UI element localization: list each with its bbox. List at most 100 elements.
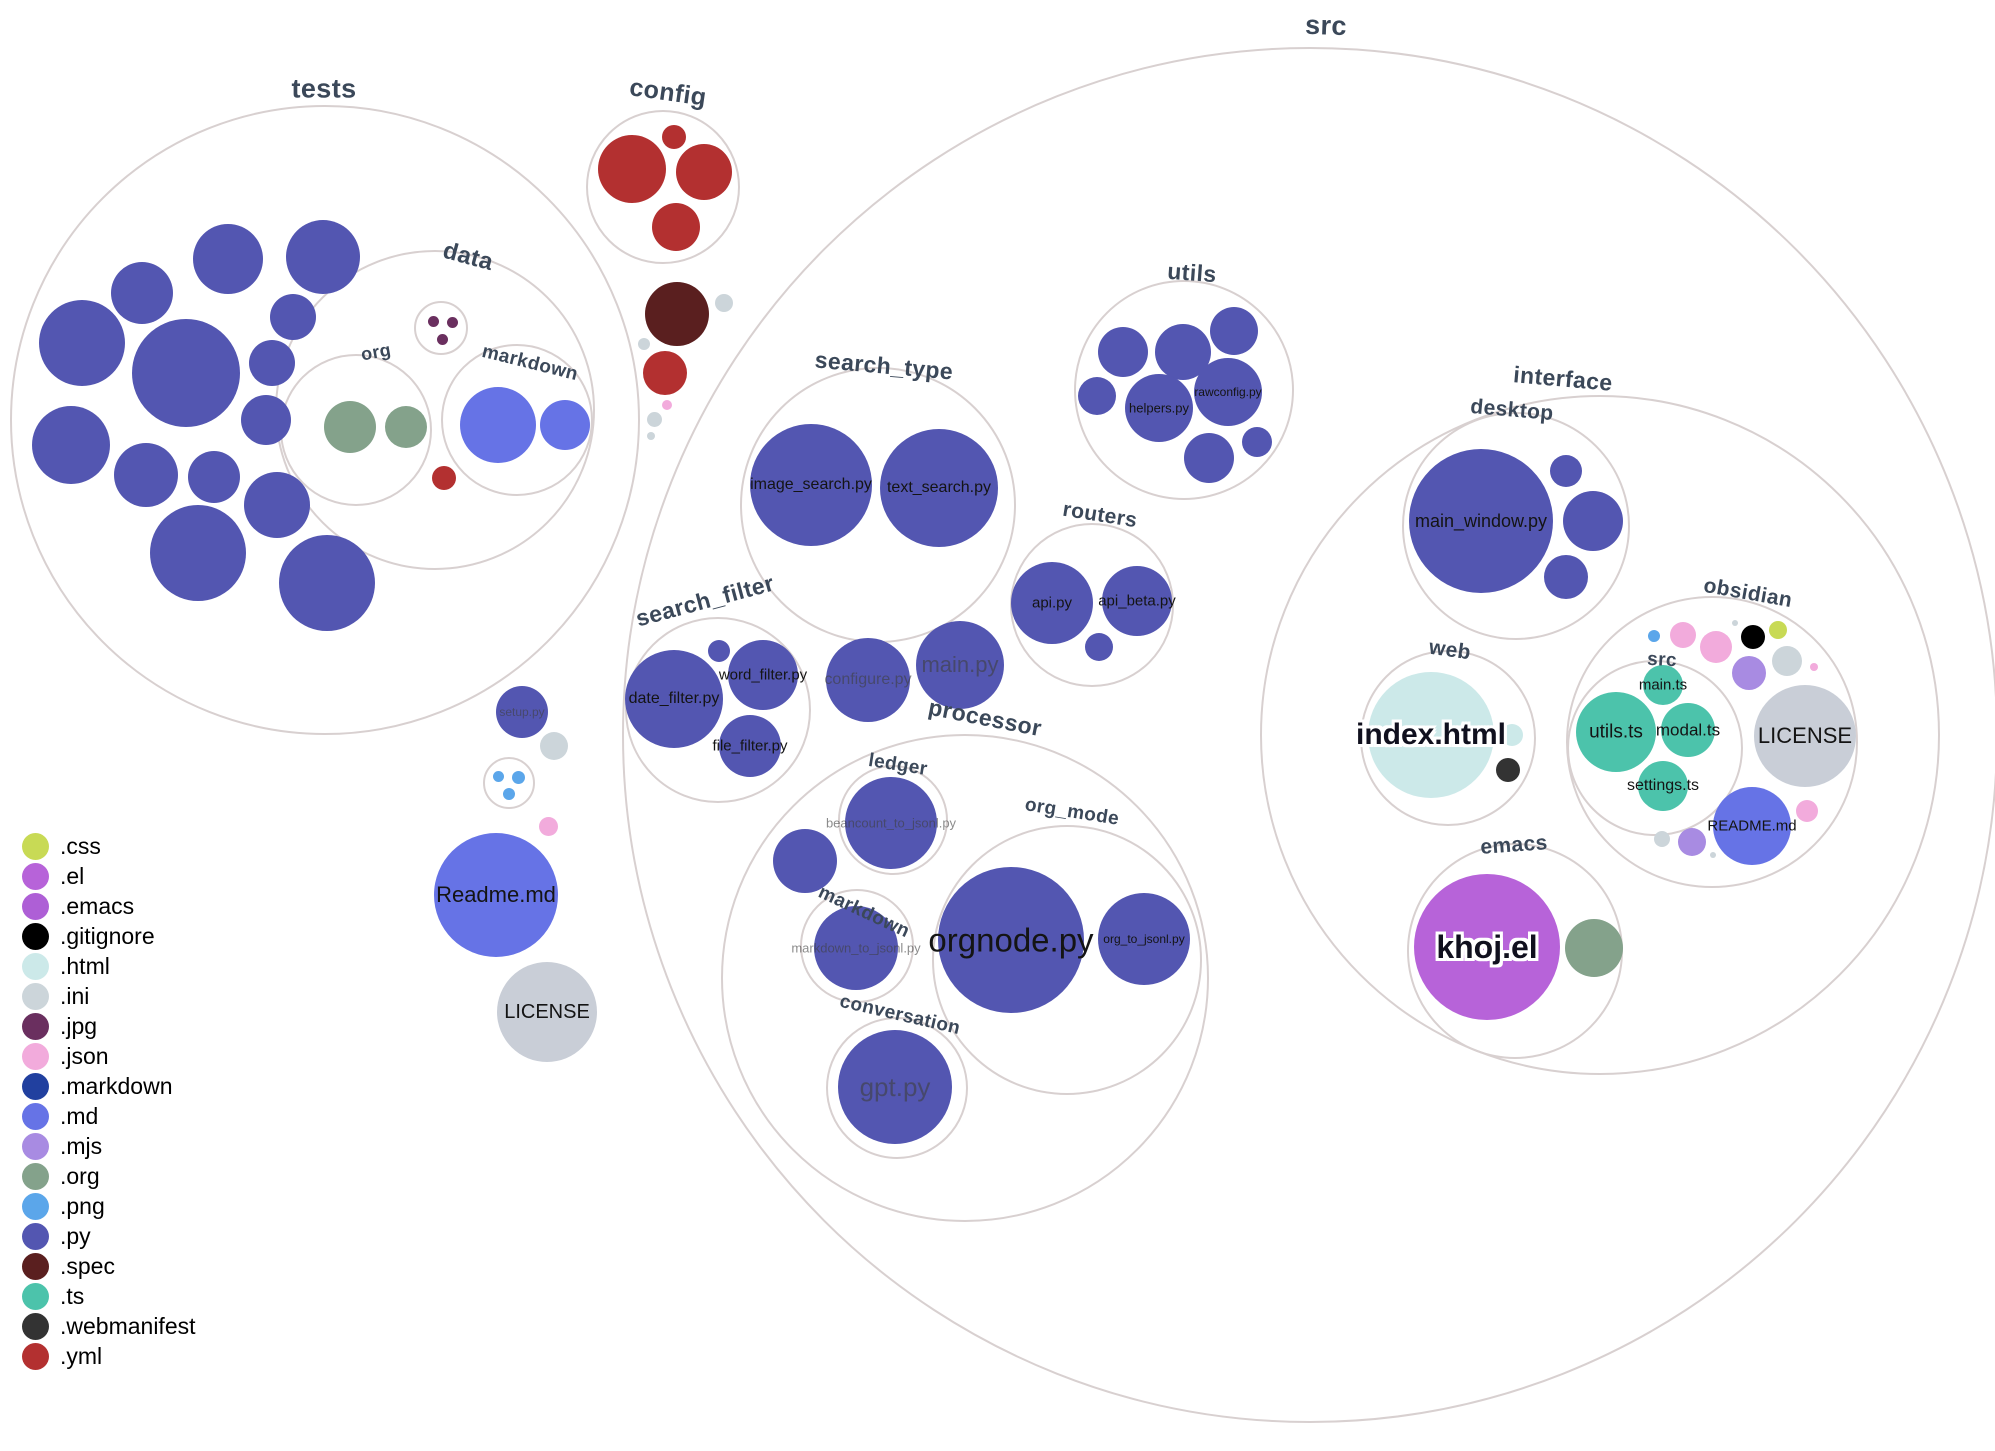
file-circle-helpers.py[interactable]: [1125, 374, 1193, 442]
file-circle-main.py[interactable]: [916, 621, 1004, 709]
file-circle-tests-py-10[interactable]: [114, 443, 178, 507]
folder-circle-config[interactable]: [586, 110, 740, 264]
file-circle-obsidian-css[interactable]: [1769, 621, 1787, 639]
file-circle-modal.ts[interactable]: [1661, 703, 1715, 757]
file-circle-LICENSE-root[interactable]: [497, 962, 597, 1062]
file-circle-root-ini-4[interactable]: [647, 432, 655, 440]
file-circle-khoj.el[interactable]: [1414, 874, 1560, 1020]
file-circle-data-md-1[interactable]: [460, 387, 536, 463]
file-circle-tests-py-9[interactable]: [32, 406, 110, 484]
file-circle-config-yml-4[interactable]: [652, 203, 700, 251]
file-circle-obsidian-png[interactable]: [1648, 630, 1660, 642]
file-circle-main.ts[interactable]: [1643, 665, 1683, 705]
file-circle-tests-py-8[interactable]: [241, 395, 291, 445]
file-circle-obsidian-ini-3[interactable]: [1654, 831, 1670, 847]
file-circle-tests-py-1[interactable]: [193, 224, 263, 294]
file-circle-tests-py-4[interactable]: [39, 300, 125, 386]
file-circle-utils.ts[interactable]: [1576, 692, 1656, 772]
folder-circle-src-root[interactable]: [622, 47, 1995, 1423]
folder-circle-processor[interactable]: [721, 734, 1209, 1222]
file-circle-data-md-2[interactable]: [540, 400, 590, 450]
file-circle-tests-py-7[interactable]: [249, 340, 295, 386]
file-circle-obsidian-json-3[interactable]: [1810, 663, 1818, 671]
file-circle-data-jpg-1[interactable]: [427, 315, 439, 327]
folder-circle-org_mode[interactable]: [932, 825, 1202, 1095]
folder-circle-interface[interactable]: [1260, 395, 1940, 1075]
file-circle-desktop-py-3[interactable]: [1544, 555, 1588, 599]
folder-circle-utils[interactable]: [1074, 280, 1294, 500]
file-circle-settings.ts[interactable]: [1638, 761, 1688, 811]
file-circle-image_search.py[interactable]: [750, 424, 872, 546]
file-circle-root-ini-1[interactable]: [715, 294, 733, 312]
folder-circle-desktop[interactable]: [1402, 412, 1630, 640]
file-circle-org_to_jsonl.py[interactable]: [1098, 893, 1190, 985]
file-circle-utils-py-3[interactable]: [1210, 307, 1258, 355]
file-circle-root-ini-2[interactable]: [638, 338, 650, 350]
file-circle-date_filter.py[interactable]: [625, 650, 723, 748]
file-circle-rawconfig.py[interactable]: [1194, 358, 1262, 426]
file-circle-main_window.py[interactable]: [1409, 449, 1553, 593]
file-circle-config-yml-2[interactable]: [662, 125, 686, 149]
file-circle-index.html[interactable]: [1368, 672, 1494, 798]
file-circle-root-png-3[interactable]: [503, 788, 515, 800]
file-circle-Readme.md[interactable]: [434, 833, 558, 957]
file-circle-obsidian-json-1[interactable]: [1670, 622, 1696, 648]
file-circle-emacs-org[interactable]: [1565, 919, 1623, 977]
file-circle-tests-py-12[interactable]: [244, 472, 310, 538]
file-circle-README.md[interactable]: [1713, 787, 1791, 865]
file-circle-setup.py[interactable]: [496, 686, 548, 738]
file-circle-file_filter.py[interactable]: [719, 715, 781, 777]
file-circle-api.py[interactable]: [1011, 562, 1093, 644]
file-circle-word_filter.py[interactable]: [728, 640, 798, 710]
file-circle-obsidian-json-2[interactable]: [1700, 631, 1732, 663]
file-circle-root-yml[interactable]: [643, 351, 687, 395]
file-circle-tests-py-13[interactable]: [150, 505, 246, 601]
file-circle-obsidian-ini-2[interactable]: [1772, 646, 1802, 676]
folder-circle-tests[interactable]: [10, 105, 640, 735]
file-circle-utils-py-5[interactable]: [1184, 433, 1234, 483]
file-circle-data-org-2[interactable]: [385, 406, 427, 448]
file-circle-obsidian-mjs-2[interactable]: [1678, 828, 1706, 856]
file-circle-tests-py-11[interactable]: [188, 451, 240, 503]
file-circle-data-jpg-3[interactable]: [436, 333, 448, 345]
file-circle-root-png-1[interactable]: [492, 770, 504, 782]
file-circle-markdown_to_jsonl.py[interactable]: [814, 906, 898, 990]
file-circle-data-yml[interactable]: [432, 466, 456, 490]
folder-circle-ledger[interactable]: [838, 765, 948, 875]
file-circle-config-yml-3[interactable]: [676, 144, 732, 200]
file-circle-LICENSE-obsidian[interactable]: [1754, 685, 1856, 787]
file-circle-root-ini-5[interactable]: [540, 732, 568, 760]
file-circle-obsidian-ini-4[interactable]: [1710, 852, 1716, 858]
file-circle-text_search.py[interactable]: [880, 429, 998, 547]
file-circle-tests-py-2[interactable]: [286, 220, 360, 294]
file-circle-orgnode.py[interactable]: [938, 867, 1084, 1013]
file-circle-api_beta.py[interactable]: [1102, 566, 1172, 636]
folder-circle-markdown-processor[interactable]: [800, 889, 914, 1003]
file-circle-beancount_to_jsonl.py[interactable]: [845, 777, 937, 869]
folder-circle-markdown-data[interactable]: [441, 344, 593, 496]
file-circle-tests-py-6[interactable]: [270, 294, 316, 340]
file-circle-data-jpg-2[interactable]: [446, 316, 458, 328]
file-circle-obsidian-ini-1[interactable]: [1732, 620, 1738, 626]
file-circle-root-json-2[interactable]: [538, 816, 558, 836]
file-circle-configure.py[interactable]: [826, 638, 910, 722]
file-circle-root-json-1[interactable]: [662, 400, 672, 410]
file-circle-tests-py-3[interactable]: [111, 262, 173, 324]
folder-circle-conversation[interactable]: [826, 1017, 968, 1159]
file-circle-desktop-py-2[interactable]: [1563, 491, 1623, 551]
file-circle-tests-py-5[interactable]: [132, 319, 240, 427]
file-circle-desktop-py-1[interactable]: [1550, 455, 1582, 487]
file-circle-utils-py-1[interactable]: [1098, 327, 1148, 377]
file-circle-routers-py[interactable]: [1085, 633, 1113, 661]
file-circle-root-spec[interactable]: [645, 282, 709, 346]
file-circle-root-ini-3[interactable]: [646, 411, 662, 427]
file-circle-utils-py-6[interactable]: [1242, 427, 1272, 457]
file-circle-data-org-1[interactable]: [324, 401, 376, 453]
file-circle-gpt.py[interactable]: [838, 1030, 952, 1144]
folder-circle-jpg-folder[interactable]: [414, 301, 468, 355]
file-circle-utils-py-4[interactable]: [1078, 377, 1116, 415]
file-circle-root-png-2[interactable]: [511, 770, 525, 784]
file-circle-obsidian-gitignore[interactable]: [1741, 625, 1765, 649]
file-circle-web-webmanifest[interactable]: [1496, 758, 1520, 782]
file-circle-processor-py[interactable]: [773, 829, 837, 893]
